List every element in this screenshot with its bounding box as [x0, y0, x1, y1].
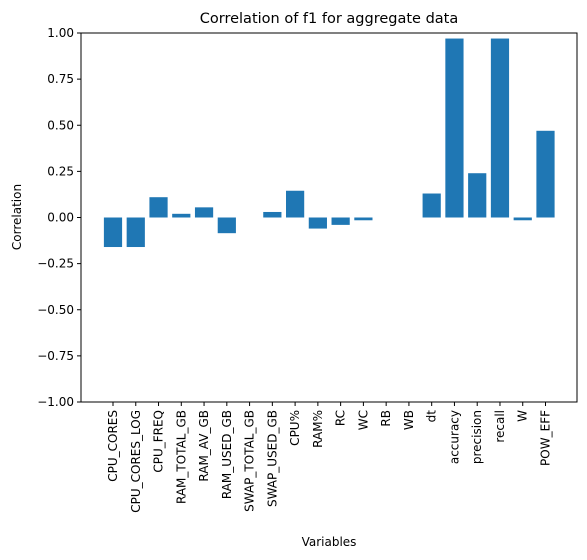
- x-tick-label: WC: [356, 410, 370, 430]
- bar-RAM_AV_GB: [194, 207, 214, 218]
- y-tick-label: −0.50: [37, 303, 74, 317]
- bar-RAM_USED_GB: [217, 217, 236, 234]
- x-axis-ticks: CPU_CORES CPU_CORES_LOG CPU_FREQ RAM_TOTAL_…: [106, 402, 553, 513]
- bar-POW_EFF: [536, 130, 555, 218]
- bar-CPU_CORES: [103, 217, 123, 248]
- x-tick-label: CPU_FREQ: [152, 410, 166, 473]
- x-tick-label: RC: [334, 410, 348, 426]
- x-tick-label: WB: [402, 410, 416, 430]
- x-axis-label: Variables: [302, 535, 357, 549]
- bar-accuracy: [445, 38, 464, 218]
- x-tick-label: CPU%: [288, 410, 302, 446]
- x-tick-label: RAM_TOTAL_GB: [174, 410, 188, 504]
- bars-group: [103, 38, 555, 248]
- bar-recall: [490, 38, 510, 218]
- bar-W: [513, 217, 532, 221]
- y-tick-label: 0.75: [47, 72, 74, 86]
- x-tick-label: CPU_CORES_LOG: [129, 410, 143, 513]
- bar-CPU_FREQ: [149, 197, 168, 218]
- bar-WC: [354, 217, 373, 221]
- y-tick-label: −1.00: [37, 395, 74, 409]
- y-tick-label: −0.25: [37, 257, 74, 271]
- bar-CPU_CORES_LOG: [126, 217, 145, 248]
- bar-RAM_TOTAL_GB: [172, 213, 191, 218]
- x-tick-label: RAM_USED_GB: [220, 410, 234, 499]
- y-axis-label: Correlation: [10, 184, 24, 250]
- x-tick-label: recall: [493, 410, 507, 443]
- plot-area-frame: [80, 32, 578, 403]
- x-tick-label: SWAP_TOTAL_GB: [243, 410, 257, 512]
- x-tick-label: RAM_AV_GB: [197, 410, 211, 482]
- x-tick-label: precision: [470, 410, 484, 464]
- x-tick-label: POW_EFF: [539, 410, 553, 466]
- x-tick-label: SWAP_USED_GB: [265, 410, 279, 507]
- bar-precision: [468, 173, 487, 218]
- y-tick-label: 0.25: [47, 164, 74, 178]
- bar-RC: [331, 217, 350, 225]
- x-tick-label: W: [516, 410, 530, 422]
- bar-RAM%: [308, 217, 327, 229]
- bar-SWAP_USED_GB: [263, 211, 282, 218]
- y-axis-ticks: −1.00 −0.75 −0.50 −0.25 0.00 0.25 0.50 0.75 1.00: [37, 26, 81, 409]
- x-tick-label: dt: [425, 410, 439, 423]
- y-tick-label: 0.00: [47, 211, 74, 225]
- bar-dt: [422, 193, 441, 218]
- y-tick-label: 0.50: [47, 118, 74, 132]
- y-tick-label: 1.00: [47, 26, 74, 40]
- x-tick-label: accuracy: [447, 410, 461, 464]
- chart-title: Correlation of f1 for aggregate data: [200, 11, 458, 27]
- x-tick-label: RAM%: [311, 410, 325, 448]
- bar-CPU%: [286, 190, 305, 218]
- y-tick-label: −0.75: [37, 349, 74, 363]
- x-tick-label: RB: [379, 410, 393, 427]
- x-tick-label: CPU_CORES: [106, 410, 120, 482]
